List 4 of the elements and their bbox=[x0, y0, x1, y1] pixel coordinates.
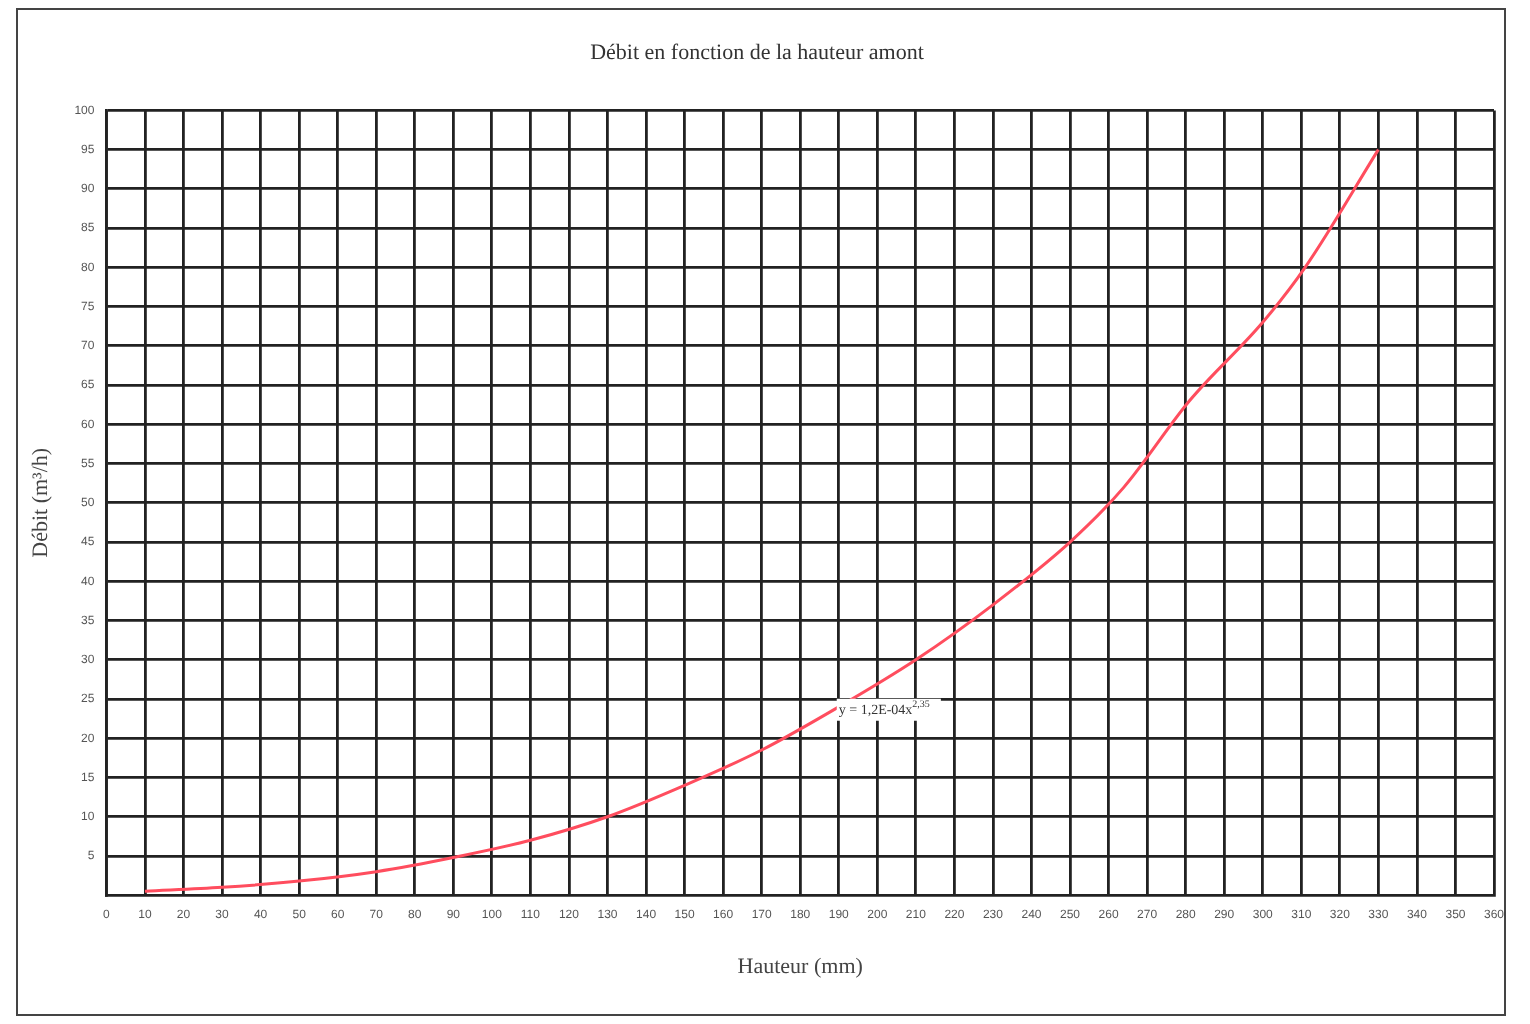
chart-title: Débit en fonction de la hauteur amont bbox=[590, 40, 924, 65]
y-axis-title: Débit (m³/h) bbox=[28, 447, 53, 558]
line-series bbox=[143, 148, 1380, 893]
x-axis-title: Hauteur (mm) bbox=[737, 954, 864, 979]
